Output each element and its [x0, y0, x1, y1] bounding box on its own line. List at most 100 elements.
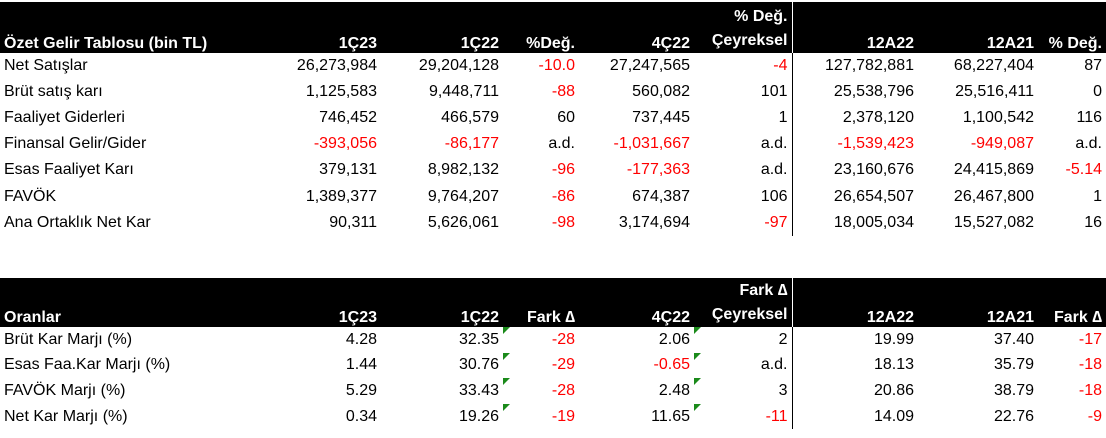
col-annual-diff: Fark ∆ — [1038, 278, 1106, 327]
table-cell: -5.14 — [1065, 161, 1102, 179]
col-quarterly-diff-bottom: Çeyreksel — [711, 306, 788, 323]
col-quarterly-diff-top: Fark ∆ — [739, 282, 788, 299]
table-cell: 737,445 — [632, 109, 690, 127]
col-1c22: 1Ç22 — [381, 278, 503, 327]
table-cell: 0.34 — [345, 407, 377, 425]
table-cell: 23,160,676 — [833, 161, 914, 179]
row-label: Finansal Gelir/Gider — [4, 135, 147, 153]
table-cell: 29,204,128 — [418, 57, 499, 75]
table-cell: -88 — [551, 83, 575, 101]
table-cell: a.d. — [1075, 135, 1102, 153]
table-cell: -28 — [503, 327, 579, 353]
table-cell: 116 — [1076, 109, 1102, 127]
table-cell: 35.79 — [993, 356, 1034, 374]
table-cell: -18 — [1078, 381, 1102, 399]
table-cell: 3,174,694 — [618, 213, 690, 231]
table-cell: 1 — [1093, 187, 1102, 205]
table-row: Faaliyet Giderleri 746,452 466,579 60 737,44… — [0, 105, 1106, 132]
table-row: FAVÖK 1,389,377 9,764,207 -86 674,387 106 26,6… — [0, 183, 1106, 210]
col-12a21: 12A21 — [918, 278, 1038, 327]
table-cell: 18,005,034 — [833, 213, 914, 231]
income-statement-table: Özet Gelir Tablosu (bin TL) 1Ç23 1Ç22 %D… — [0, 2, 1106, 236]
col-pct-change: %Değ. — [503, 2, 579, 53]
table-cell: 106 — [694, 183, 793, 210]
table-cell: -17 — [1078, 330, 1102, 348]
table-cell: 33.43 — [458, 381, 499, 399]
row-label: Esas Faa.Kar Marjı (%) — [4, 356, 171, 374]
table-cell: 4.28 — [345, 330, 377, 348]
table-cell: 746,452 — [319, 109, 377, 127]
table-row: Net Satışlar 26,273,984 29,204,128 -10.0 27,… — [0, 53, 1106, 80]
table-cell: 1,389,377 — [305, 187, 377, 205]
table-cell: 379,131 — [319, 161, 377, 179]
table-cell: -29 — [503, 352, 579, 379]
table-cell: 37.40 — [993, 330, 1034, 348]
table-cell: -18 — [1078, 356, 1102, 374]
table-cell: -0.65 — [653, 356, 690, 374]
col-1c23: 1Ç23 — [260, 278, 381, 327]
table-cell: 9,448,711 — [429, 83, 499, 101]
ratios-table: Oranlar 1Ç23 1Ç22 Fark ∆ 4Ç22 Fark ∆ Çeyr… — [0, 278, 1106, 430]
table-cell: 1 — [694, 105, 793, 132]
row-label: Esas Faaliyet Karı — [4, 161, 134, 179]
ratios-title: Oranlar — [0, 278, 260, 327]
table-cell: 19.26 — [458, 407, 499, 425]
table-cell: -393,056 — [313, 135, 377, 153]
table-cell: -96 — [551, 161, 575, 179]
table-cell: 32.35 — [458, 330, 499, 348]
table-row: Net Kar Marjı (%) 0.34 19.26 -19 11.65 -11 14.… — [0, 403, 1106, 430]
row-label: Brüt Kar Marjı (%) — [4, 330, 133, 348]
ratios-header-row: Oranlar 1Ç23 1Ç22 Fark ∆ 4Ç22 Fark ∆ Çeyr… — [0, 278, 1106, 327]
table-cell: -98 — [551, 213, 575, 231]
row-label: Brüt satış karı — [4, 83, 103, 101]
table-cell: 38.79 — [993, 381, 1034, 399]
col-12a21: 12A21 — [918, 2, 1038, 53]
table-cell: -1,539,423 — [837, 135, 914, 153]
table-cell: -86 — [551, 187, 575, 205]
income-title: Özet Gelir Tablosu (bin TL) — [0, 2, 260, 53]
row-label: FAVÖK Marjı (%) — [4, 381, 126, 399]
table-cell: 87 — [1084, 57, 1102, 75]
table-cell: 3 — [694, 378, 793, 404]
row-label: FAVÖK — [4, 187, 57, 205]
row-label: Net Kar Marjı (%) — [4, 407, 128, 425]
table-cell: 8,982,132 — [427, 161, 499, 179]
table-row: Esas Faa.Kar Marjı (%) 1.44 30.76 -29 -0.65 a… — [0, 352, 1106, 379]
table-cell: 1,100,542 — [962, 109, 1034, 127]
table-cell: 5,626,061 — [427, 213, 499, 231]
table-row: Brüt satış karı 1,125,583 9,448,711 -88 560,… — [0, 79, 1106, 106]
table-cell: 22.76 — [993, 407, 1034, 425]
table-cell: -28 — [503, 378, 579, 404]
col-quarterly-change-top: % Değ. — [734, 8, 788, 25]
table-cell: 68,227,404 — [953, 57, 1034, 75]
table-cell: 18.13 — [873, 356, 914, 374]
col-quarterly-change-bottom: Çeyreksel — [711, 32, 788, 49]
col-annual-pct-change: % Değ. — [1038, 2, 1106, 53]
table-cell: -97 — [694, 209, 793, 236]
table-cell: 20.86 — [873, 381, 914, 399]
table-cell: a.d. — [694, 352, 793, 379]
table-cell: 15,527,082 — [953, 213, 1034, 231]
table-cell: -86,177 — [444, 135, 499, 153]
table-cell: 30.76 — [458, 356, 499, 374]
table-row: Esas Faaliyet Karı 379,131 8,982,132 -96 -17… — [0, 157, 1106, 184]
table-row: Finansal Gelir/Gider -393,056 -86,177 a.d. -… — [0, 131, 1106, 158]
col-quarterly-change: % Değ. Çeyreksel — [694, 2, 793, 53]
table-cell: 16 — [1084, 213, 1102, 231]
table-cell: a.d. — [548, 135, 575, 153]
table-cell: -4 — [694, 53, 793, 80]
table-cell: -19 — [503, 403, 579, 430]
table-cell: 27,247,565 — [609, 57, 690, 75]
col-4c22: 4Ç22 — [579, 278, 694, 327]
table-cell: 1.44 — [345, 356, 377, 374]
table-cell: -9 — [1087, 407, 1102, 425]
row-label: Ana Ortaklık Net Kar — [4, 213, 151, 231]
row-label: Faaliyet Giderleri — [4, 109, 125, 127]
col-1c23: 1Ç23 — [260, 2, 381, 53]
table-cell: -11 — [694, 403, 793, 430]
col-12a22: 12A22 — [792, 278, 918, 327]
table-cell: 127,782,881 — [825, 57, 914, 75]
table-cell: 25,516,411 — [955, 83, 1034, 101]
table-row: Brüt Kar Marjı (%) 4.28 32.35 -28 2.06 2 19.99… — [0, 327, 1106, 353]
table-cell: -177,363 — [626, 161, 690, 179]
